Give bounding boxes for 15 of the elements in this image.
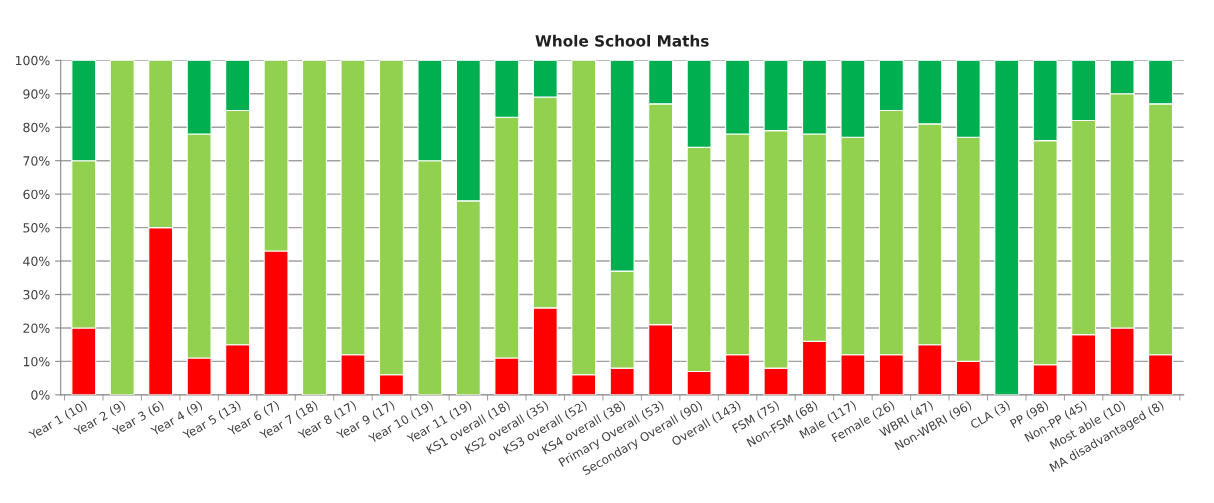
y-tick-label: 70% [23, 156, 50, 166]
y-tick-label: 90% [23, 89, 50, 99]
chart-title: Whole School Maths [535, 34, 709, 47]
bar [994, 60, 1020, 395]
y-tick-label: 100% [15, 55, 50, 66]
bar [109, 60, 135, 395]
y-tick-label: 80% [23, 122, 50, 133]
y-tick-label: 10% [23, 356, 50, 367]
bar [302, 60, 327, 395]
y-tick-label: 40% [23, 256, 50, 266]
y-tick-label: 20% [23, 323, 50, 333]
y-tick-label: 60% [23, 189, 50, 200]
y-tick-label: 0% [31, 390, 50, 400]
y-tick-label: 50% [23, 223, 50, 233]
y-tick-label: 30% [23, 289, 50, 300]
